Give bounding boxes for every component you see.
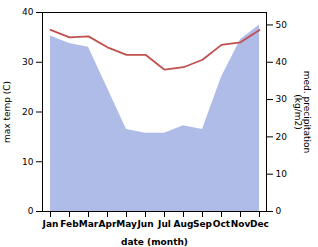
svg-text:May: May — [116, 219, 137, 229]
svg-text:Jan: Jan — [42, 219, 59, 229]
svg-text:Nov: Nov — [231, 219, 251, 229]
svg-text:40: 40 — [276, 57, 288, 67]
svg-text:40: 40 — [22, 7, 34, 17]
svg-text:Aug: Aug — [174, 219, 194, 229]
svg-text:Mar: Mar — [79, 219, 99, 229]
svg-text:30: 30 — [22, 57, 34, 67]
svg-text:Apr: Apr — [99, 219, 117, 229]
svg-text:Oct: Oct — [213, 219, 231, 229]
svg-text:med. precipitation(kg/m2): med. precipitation(kg/m2) — [293, 71, 312, 153]
svg-text:30: 30 — [276, 94, 288, 104]
svg-text:Jun: Jun — [136, 219, 153, 229]
svg-text:Jul: Jul — [157, 219, 171, 229]
svg-text:50: 50 — [276, 20, 288, 30]
svg-text:0: 0 — [276, 206, 282, 216]
svg-text:20: 20 — [276, 132, 288, 142]
svg-text:Sep: Sep — [193, 219, 213, 229]
svg-text:0: 0 — [28, 206, 34, 216]
svg-text:10: 10 — [22, 157, 34, 167]
svg-text:Dec: Dec — [250, 219, 269, 229]
svg-text:date (month): date (month) — [121, 237, 188, 247]
svg-text:Feb: Feb — [60, 219, 79, 229]
svg-text:20: 20 — [22, 107, 34, 117]
svg-text:max temp (C): max temp (C) — [2, 81, 12, 143]
svg-text:10: 10 — [276, 169, 288, 179]
